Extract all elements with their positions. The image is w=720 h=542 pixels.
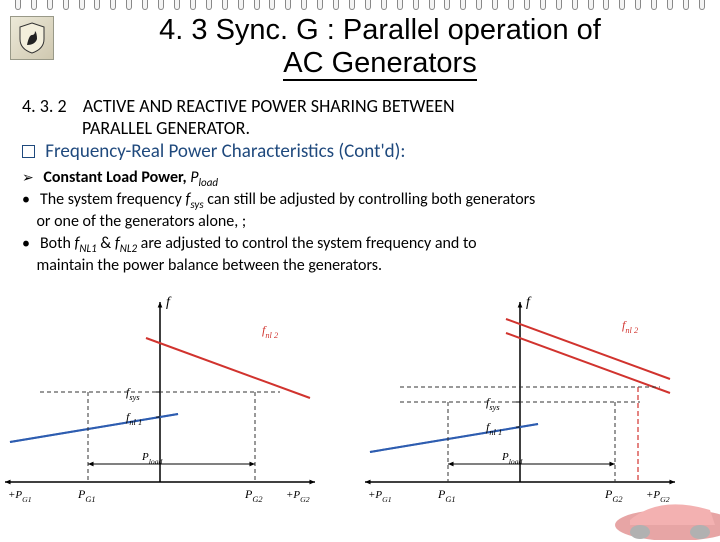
bullet2-c: maintain the power balance between the g… [36, 256, 382, 275]
section-heading: 4. 3. 2 ACTIVE AND REACTIVE POWER SHARIN… [22, 95, 700, 117]
checkbox-bullet-icon [22, 145, 35, 158]
title-line2: AC Generators [283, 47, 476, 81]
svg-text:PG2: PG2 [244, 487, 263, 504]
bullet2-amp: & [97, 234, 115, 253]
slide-title: 4. 3 Sync. G : Parallel operation of AC … [60, 14, 700, 81]
bullet1-b: can still be adjusted by controlling bot… [204, 190, 536, 209]
bullet-dot-icon: • [22, 190, 30, 209]
logo-shield [10, 16, 54, 60]
arrow-icon: ➢ [22, 169, 34, 186]
decorative-car-image [590, 480, 720, 540]
arrow-bold-text: Constant Load Power, [43, 168, 190, 187]
section-number: 4. 3. 2 [22, 95, 67, 117]
bullet2-s1: NL1 [79, 242, 96, 255]
arrow-var: P [190, 168, 198, 187]
svg-text:fnl 1: fnl 1 [126, 410, 142, 427]
bullet-2: •Both fNL1 & fNL2 are adjusted to contro… [22, 234, 700, 277]
chart-left: ffnl 1fsysfnl 2PG1PG2+PG1+PG2Pload [0, 282, 360, 540]
bullet1-c: or one of the generators alone, ; [36, 212, 246, 231]
svg-text:PG1: PG1 [77, 487, 96, 504]
bullet-1: •The system frequency fsys can still be … [22, 190, 700, 233]
svg-text:f: f [526, 295, 532, 310]
svg-text:fnl 1: fnl 1 [486, 420, 502, 437]
bullet-dot-icon: • [22, 234, 30, 253]
section-title-line1: ACTIVE AND REACTIVE POWER SHARING BETWEE… [83, 95, 455, 117]
subheading: Frequency-Real Power Characteristics (Co… [22, 140, 700, 163]
chart-right: ffnl 1fsysfnl 2PG1PG2+PG1+PG2Pload [360, 282, 720, 540]
arrow-var-sub: load [199, 176, 218, 189]
bullet1-sub: sys [190, 198, 203, 211]
title-line1: 4. 3 Sync. G : Parallel operation of [159, 14, 601, 46]
svg-text:+PG2: +PG2 [286, 489, 310, 504]
svg-text:+PG1: +PG1 [368, 489, 392, 504]
chart-row: ffnl 1fsysfnl 2PG1PG2+PG1+PG2Pload ffnl … [0, 282, 720, 540]
bullet2-s2: NL2 [120, 242, 137, 255]
svg-text:fsys: fsys [486, 395, 500, 412]
svg-text:fnl 2: fnl 2 [622, 318, 638, 335]
arrow-bullet: ➢ Constant Load Power, Pload [22, 168, 700, 189]
svg-text:fnl 2: fnl 2 [262, 323, 278, 340]
spiral-binding [0, 0, 720, 12]
svg-text:f: f [166, 295, 172, 310]
svg-text:+PG1: +PG1 [8, 489, 32, 504]
bullet2-a: Both [40, 234, 75, 253]
svg-text:fsys: fsys [126, 385, 140, 402]
section-title-line2: PARALLEL GENERATOR. [82, 117, 250, 139]
subheading-text: Frequency-Real Power Characteristics (Co… [45, 140, 405, 163]
bullet2-b: are adjusted to control the system frequ… [137, 234, 477, 253]
bullet1-a: The system frequency [40, 190, 185, 209]
svg-text:PG1: PG1 [437, 487, 456, 504]
